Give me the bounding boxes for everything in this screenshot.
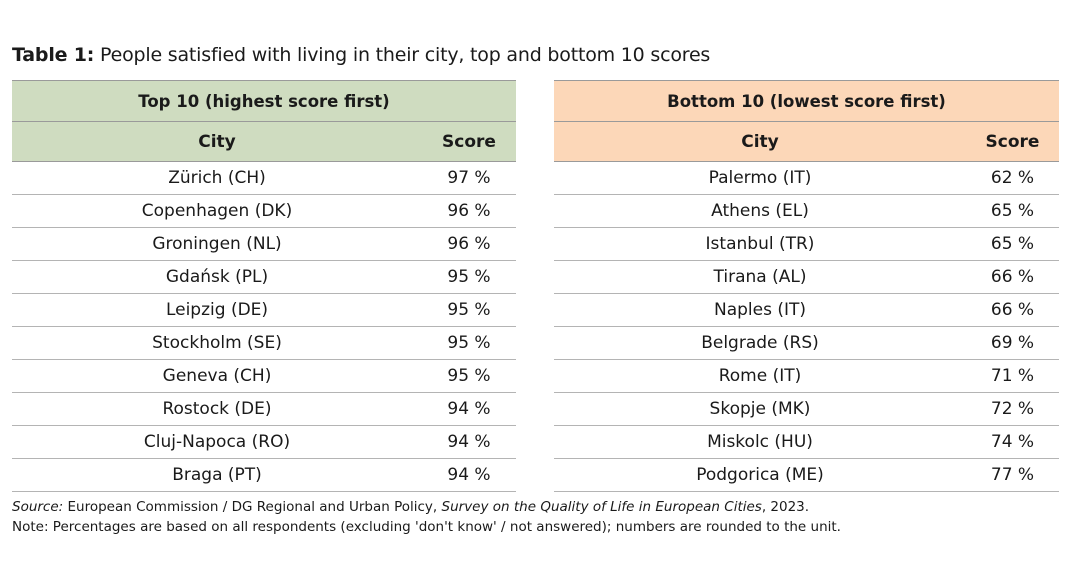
score-cell: 95 % bbox=[422, 359, 516, 393]
top-table-city-header: City bbox=[12, 121, 422, 162]
score-cell: 96 % bbox=[422, 227, 516, 261]
city-cell: Cluj-Napoca (RO) bbox=[12, 425, 422, 459]
top-table-score-header: Score bbox=[422, 121, 516, 162]
city-cell: Geneva (CH) bbox=[12, 359, 422, 393]
table-row: Groningen (NL) 96 % bbox=[12, 227, 516, 261]
table-row: Podgorica (ME) 77 % bbox=[554, 458, 1059, 492]
table-row: Palermo (IT) 62 % bbox=[554, 161, 1059, 195]
bottom-table-body: Palermo (IT) 62 % Athens (EL) 65 % Istanbul … bbox=[554, 161, 1059, 492]
table-row: Stockholm (SE) 95 % bbox=[12, 326, 516, 360]
city-cell: Istanbul (TR) bbox=[554, 227, 966, 261]
source-survey-title: Survey on the Quality of Life in Europea… bbox=[441, 499, 762, 515]
table-row: Leipzig (DE) 95 % bbox=[12, 293, 516, 327]
table-row: Gdańsk (PL) 95 % bbox=[12, 260, 516, 294]
city-cell: Tirana (AL) bbox=[554, 260, 966, 294]
city-cell: Copenhagen (DK) bbox=[12, 194, 422, 228]
city-cell: Groningen (NL) bbox=[12, 227, 422, 261]
bottom-table-header: Bottom 10 (lowest score first) bbox=[554, 80, 1059, 122]
city-cell: Leipzig (DE) bbox=[12, 293, 422, 327]
city-cell: Rome (IT) bbox=[554, 359, 966, 393]
table-title-text: People satisfied with living in their ci… bbox=[100, 44, 711, 66]
city-cell: Belgrade (RS) bbox=[554, 326, 966, 360]
table-row: Rostock (DE) 94 % bbox=[12, 392, 516, 426]
table-row: Braga (PT) 94 % bbox=[12, 458, 516, 492]
score-cell: 66 % bbox=[966, 293, 1059, 327]
score-cell: 71 % bbox=[966, 359, 1059, 393]
top-table-body: Zürich (CH) 97 % Copenhagen (DK) 96 % Gronin… bbox=[12, 161, 516, 492]
score-cell: 97 % bbox=[422, 161, 516, 195]
score-cell: 65 % bbox=[966, 227, 1059, 261]
footnote: Note: Percentages are based on all respo… bbox=[12, 519, 841, 535]
score-cell: 69 % bbox=[966, 326, 1059, 360]
bottom-table-score-header: Score bbox=[966, 121, 1059, 162]
city-cell: Gdańsk (PL) bbox=[12, 260, 422, 294]
table-row: Istanbul (TR) 65 % bbox=[554, 227, 1059, 261]
top-table-header: Top 10 (highest score first) bbox=[12, 80, 516, 122]
table-row: Cluj-Napoca (RO) 94 % bbox=[12, 425, 516, 459]
city-cell: Palermo (IT) bbox=[554, 161, 966, 195]
city-cell: Miskolc (HU) bbox=[554, 425, 966, 459]
city-cell: Athens (EL) bbox=[554, 194, 966, 228]
source-text-1: European Commission / DG Regional and Ur… bbox=[63, 499, 442, 515]
table-row: Zürich (CH) 97 % bbox=[12, 161, 516, 195]
score-cell: 95 % bbox=[422, 293, 516, 327]
city-cell: Braga (PT) bbox=[12, 458, 422, 492]
score-cell: 77 % bbox=[966, 458, 1059, 492]
score-cell: 94 % bbox=[422, 392, 516, 426]
bottom-10-table: Bottom 10 (lowest score first) City Scor… bbox=[554, 80, 1059, 492]
table-row: Miskolc (HU) 74 % bbox=[554, 425, 1059, 459]
city-cell: Stockholm (SE) bbox=[12, 326, 422, 360]
score-cell: 95 % bbox=[422, 260, 516, 294]
table-row: Copenhagen (DK) 96 % bbox=[12, 194, 516, 228]
table-row: Skopje (MK) 72 % bbox=[554, 392, 1059, 426]
city-cell: Skopje (MK) bbox=[554, 392, 966, 426]
score-cell: 74 % bbox=[966, 425, 1059, 459]
score-cell: 62 % bbox=[966, 161, 1059, 195]
score-cell: 65 % bbox=[966, 194, 1059, 228]
city-cell: Naples (IT) bbox=[554, 293, 966, 327]
table-row: Belgrade (RS) 69 % bbox=[554, 326, 1059, 360]
city-cell: Podgorica (ME) bbox=[554, 458, 966, 492]
source-label: Source: bbox=[12, 499, 64, 515]
score-cell: 94 % bbox=[422, 425, 516, 459]
table-row: Tirana (AL) 66 % bbox=[554, 260, 1059, 294]
table-title: Table 1: People satisfied with living in… bbox=[12, 44, 710, 66]
table-title-label: Table 1: bbox=[12, 44, 95, 66]
score-cell: 94 % bbox=[422, 458, 516, 492]
table-row: Naples (IT) 66 % bbox=[554, 293, 1059, 327]
source-text-2: , 2023. bbox=[761, 499, 810, 515]
table-row: Athens (EL) 65 % bbox=[554, 194, 1059, 228]
table-row: Rome (IT) 71 % bbox=[554, 359, 1059, 393]
source-note: Source: European Commission / DG Regiona… bbox=[12, 499, 809, 515]
top-10-table: Top 10 (highest score first) City Score … bbox=[12, 80, 516, 492]
city-cell: Zürich (CH) bbox=[12, 161, 422, 195]
table-row: Geneva (CH) 95 % bbox=[12, 359, 516, 393]
bottom-table-city-header: City bbox=[554, 121, 966, 162]
score-cell: 72 % bbox=[966, 392, 1059, 426]
city-cell: Rostock (DE) bbox=[12, 392, 422, 426]
score-cell: 66 % bbox=[966, 260, 1059, 294]
score-cell: 96 % bbox=[422, 194, 516, 228]
score-cell: 95 % bbox=[422, 326, 516, 360]
